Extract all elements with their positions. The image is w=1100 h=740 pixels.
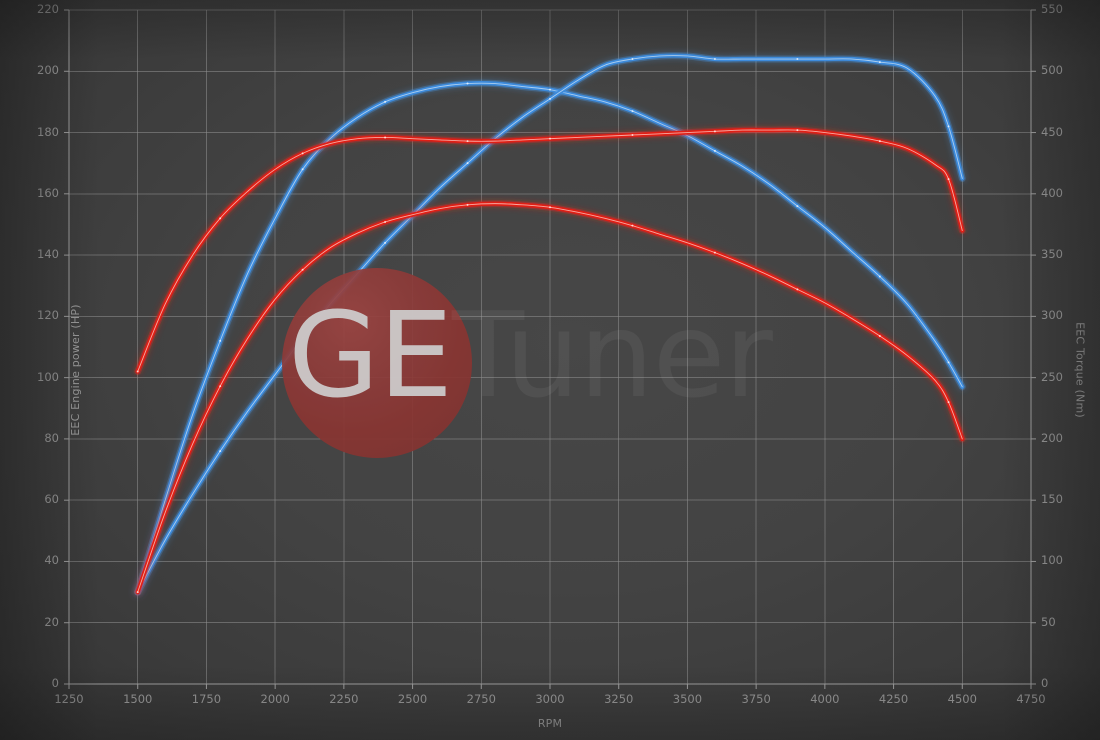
y-tick-left-0: 0 xyxy=(51,676,59,690)
x-tick-3500: 3500 xyxy=(672,692,703,706)
series-1 xyxy=(134,52,966,596)
series-2 xyxy=(134,200,966,596)
y-tick-left-60: 60 xyxy=(44,492,59,507)
y-tick-right-150: 150 xyxy=(1041,492,1063,507)
y-tick-left-160: 160 xyxy=(37,185,59,200)
y-tick-right-200: 200 xyxy=(1041,430,1063,445)
y-tick-right-350: 350 xyxy=(1041,247,1063,262)
x-tick-4500: 4500 xyxy=(947,692,977,706)
y-tick-left-140: 140 xyxy=(37,247,59,262)
x-tick-4000: 4000 xyxy=(810,692,840,706)
axis-lines xyxy=(64,9,1036,689)
y-tick-left-120: 120 xyxy=(37,308,59,323)
x-tick-3250: 3250 xyxy=(604,692,634,706)
x-tick-1750: 1750 xyxy=(191,692,222,706)
y-tick-left-200: 200 xyxy=(37,63,59,78)
y-tick-left-40: 40 xyxy=(44,553,59,568)
x-axis-label: RPM xyxy=(537,717,563,730)
y-tick-left-80: 80 xyxy=(44,430,59,445)
x-tick-3000: 3000 xyxy=(535,692,565,706)
y-tick-right-100: 100 xyxy=(1041,553,1063,568)
x-tick-2500: 2500 xyxy=(397,692,428,706)
y-tick-right-250: 250 xyxy=(1041,369,1063,384)
x-tick-1250: 1250 xyxy=(54,692,84,706)
y-tick-right-300: 300 xyxy=(1041,308,1063,323)
y-tick-right-400: 400 xyxy=(1041,185,1063,200)
series-0 xyxy=(134,79,966,596)
y-tick-left-100: 100 xyxy=(37,369,59,384)
x-tick-2250: 2250 xyxy=(329,692,359,706)
y-tick-right-500: 500 xyxy=(1041,63,1063,78)
x-tick-4250: 4250 xyxy=(878,692,909,706)
grid-lines xyxy=(68,9,1032,684)
y-tick-right-550: 550 xyxy=(1041,2,1063,16)
x-tick-2000: 2000 xyxy=(260,692,290,706)
y-tick-right-450: 450 xyxy=(1041,124,1063,139)
y-tick-left-220: 220 xyxy=(37,2,59,16)
x-tick-2750: 2750 xyxy=(466,692,496,706)
x-tick-3750: 3750 xyxy=(741,692,771,706)
x-tick-4750: 4750 xyxy=(1016,692,1046,706)
y-tick-right-50: 50 xyxy=(1041,614,1056,629)
series-layer xyxy=(134,52,966,596)
y-axis-left-label: EEC Engine power (HP) xyxy=(69,304,83,436)
series-3 xyxy=(134,126,966,376)
y-tick-left-20: 20 xyxy=(44,614,59,629)
y-tick-left-180: 180 xyxy=(37,124,59,139)
y-tick-right-0: 0 xyxy=(1041,676,1049,690)
x-tick-1500: 1500 xyxy=(123,692,153,706)
